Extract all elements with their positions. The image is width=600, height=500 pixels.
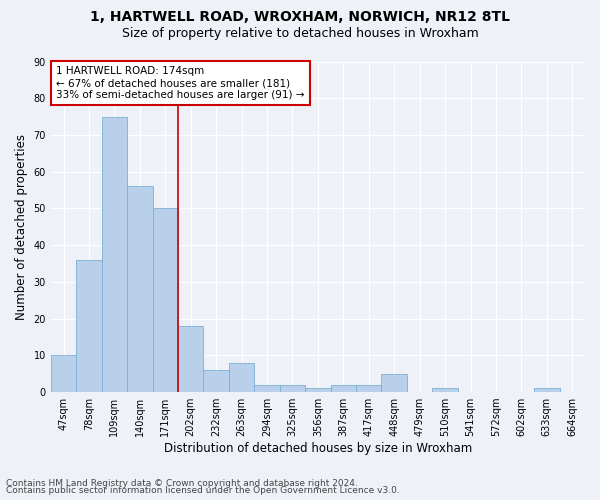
Bar (254, 384, 280, 392)
Bar (76, 260, 101, 392)
X-axis label: Distribution of detached houses by size in Wroxham: Distribution of detached houses by size … (164, 442, 472, 455)
Y-axis label: Number of detached properties: Number of detached properties (15, 134, 28, 320)
Text: 1, HARTWELL ROAD, WROXHAM, NORWICH, NR12 8TL: 1, HARTWELL ROAD, WROXHAM, NORWICH, NR12… (90, 10, 510, 24)
Bar (356, 384, 382, 392)
Text: Contains public sector information licensed under the Open Government Licence v3: Contains public sector information licen… (6, 486, 400, 495)
Bar (51, 356, 76, 392)
Bar (152, 208, 178, 392)
Bar (433, 388, 458, 392)
Bar (101, 116, 127, 392)
Bar (382, 374, 407, 392)
Text: Size of property relative to detached houses in Wroxham: Size of property relative to detached ho… (122, 28, 478, 40)
Text: 1 HARTWELL ROAD: 174sqm
← 67% of detached houses are smaller (181)
33% of semi-d: 1 HARTWELL ROAD: 174sqm ← 67% of detache… (56, 66, 305, 100)
Text: Contains HM Land Registry data © Crown copyright and database right 2024.: Contains HM Land Registry data © Crown c… (6, 478, 358, 488)
Bar (127, 186, 152, 392)
Bar (331, 384, 356, 392)
Bar (534, 388, 560, 392)
Bar (280, 384, 305, 392)
Bar (203, 370, 229, 392)
Bar (178, 326, 203, 392)
Bar (305, 388, 331, 392)
Bar (229, 362, 254, 392)
